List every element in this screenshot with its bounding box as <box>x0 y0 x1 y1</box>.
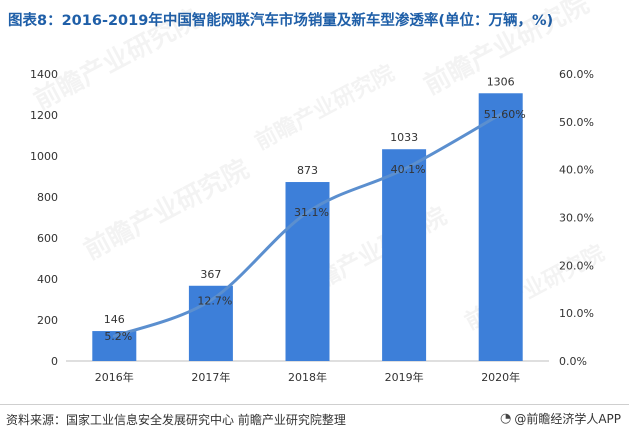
bar <box>382 149 427 361</box>
y-right-tick-label: 0.0% <box>559 355 587 368</box>
bar-value-label: 146 <box>104 313 125 326</box>
y-right-tick-label: 10.0% <box>559 307 594 320</box>
y-left-tick-label: 0 <box>51 355 58 368</box>
y-left-tick-label: 200 <box>37 314 58 327</box>
line-value-label: 5.2% <box>104 330 132 343</box>
y-right-tick-label: 20.0% <box>559 259 594 272</box>
x-tick-label: 2019年 <box>385 370 424 384</box>
line-value-label: 31.1% <box>294 206 329 219</box>
chart-title: 图表8：2016-2019年中国智能网联汽车市场销量及新车型渗透率(单位：万辆，… <box>8 13 554 29</box>
bar-series: 146 2016年 367 2017年 873 2018年 1033 2019年 1306 202… <box>92 75 523 384</box>
x-tick-label: 2017年 <box>191 370 230 384</box>
wechat-icon: ◔ <box>499 411 512 426</box>
y-right-tick-label: 30.0% <box>559 212 594 225</box>
axes: 0 200 400 600 800 1000 1200 1400 0.0% 10.0% 20.0% 3… <box>30 68 594 368</box>
chart-area: 前瞻产业研究院前瞻产业研究院前瞻产业研究院前瞻产业研究院前瞻产业研究院前瞻产业研… <box>29 0 609 384</box>
line-value-label: 51.60% <box>484 108 526 121</box>
watermark-text: 前瞻产业研究院 <box>251 60 399 155</box>
source-note: 资料来源：国家工业信息安全发展研究中心 前瞻产业研究院整理 <box>6 413 346 427</box>
y-right-tick-label: 60.0% <box>559 68 594 81</box>
bar-value-label: 873 <box>297 164 318 177</box>
line-series: 5.2% 12.7% 31.1% 40.1% 51.60% <box>104 108 525 343</box>
bar <box>478 93 523 362</box>
bar-value-label: 1033 <box>390 131 418 144</box>
y-left-tick-label: 800 <box>37 191 58 204</box>
penetration-line <box>112 112 503 338</box>
watermark-text: 前瞻产业研究院 <box>29 3 204 116</box>
brand-text: @前瞻经济学人APP <box>514 412 621 426</box>
y-left-tick-label: 1400 <box>30 68 58 81</box>
x-tick-label: 2018年 <box>288 370 327 384</box>
line-value-label: 40.1% <box>391 163 426 176</box>
y-left-tick-label: 1000 <box>30 150 58 163</box>
footer-divider <box>0 404 629 405</box>
bar-value-label: 367 <box>200 268 221 281</box>
y-right-tick-label: 50.0% <box>559 116 594 129</box>
x-tick-label: 2020年 <box>481 370 520 384</box>
x-tick-label: 2016年 <box>95 370 134 384</box>
brand-credit: ◔ @前瞻经济学人APP <box>500 410 621 427</box>
y-left-tick-label: 400 <box>37 273 58 286</box>
bar-value-label: 1306 <box>487 75 515 88</box>
watermark-text: 前瞻产业研究院 <box>79 153 254 266</box>
y-right-tick-label: 40.0% <box>559 164 594 177</box>
line-value-label: 12.7% <box>197 294 232 307</box>
bar <box>188 285 233 361</box>
y-left-tick-label: 600 <box>37 232 58 245</box>
y-left-tick-label: 1200 <box>30 109 58 122</box>
